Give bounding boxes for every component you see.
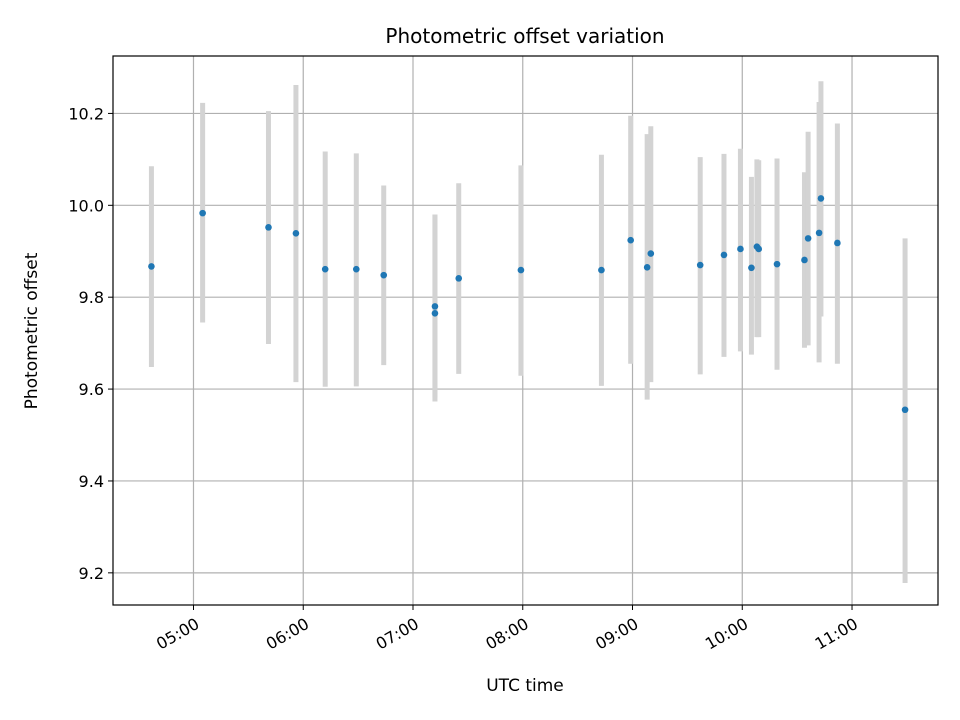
y-axis-ticks: 9.2 9.4 9.6 9.8 10.0 10.2 bbox=[68, 104, 113, 583]
data-point bbox=[148, 263, 155, 270]
data-point bbox=[517, 266, 525, 274]
y-tick-label: 9.6 bbox=[79, 380, 104, 399]
y-tick-label: 9.2 bbox=[79, 564, 104, 583]
data-point bbox=[696, 261, 704, 269]
data-point bbox=[199, 209, 206, 217]
data-point bbox=[737, 245, 744, 253]
chart-title: Photometric offset variation bbox=[385, 24, 664, 48]
data-point bbox=[748, 264, 755, 272]
data-point bbox=[265, 224, 272, 231]
data-point bbox=[815, 229, 823, 237]
y-tick-label: 9.8 bbox=[79, 288, 104, 307]
data-point bbox=[817, 195, 825, 202]
data-points bbox=[148, 195, 909, 414]
data-point bbox=[801, 256, 808, 264]
data-point bbox=[804, 235, 812, 242]
y-tick-label: 9.4 bbox=[79, 472, 104, 491]
data-point bbox=[380, 271, 388, 279]
data-point bbox=[643, 264, 651, 271]
data-point bbox=[352, 265, 360, 273]
x-axis-label: UTC time bbox=[486, 676, 564, 696]
data-point bbox=[455, 275, 463, 282]
data-point bbox=[901, 406, 909, 414]
y-tick-label: 10.0 bbox=[68, 196, 104, 215]
data-point bbox=[755, 245, 763, 253]
data-point bbox=[598, 266, 605, 274]
data-point bbox=[720, 251, 728, 259]
data-point bbox=[431, 303, 439, 310]
data-point bbox=[321, 265, 329, 273]
y-tick-label: 10.2 bbox=[68, 104, 104, 123]
data-point bbox=[627, 236, 634, 244]
data-point bbox=[647, 250, 655, 257]
data-point bbox=[834, 239, 841, 247]
y-axis-label: Photometric offset bbox=[22, 252, 42, 409]
data-point bbox=[431, 309, 439, 317]
plot-area-frame bbox=[112, 55, 939, 606]
data-point bbox=[773, 260, 781, 268]
data-point bbox=[292, 230, 300, 237]
